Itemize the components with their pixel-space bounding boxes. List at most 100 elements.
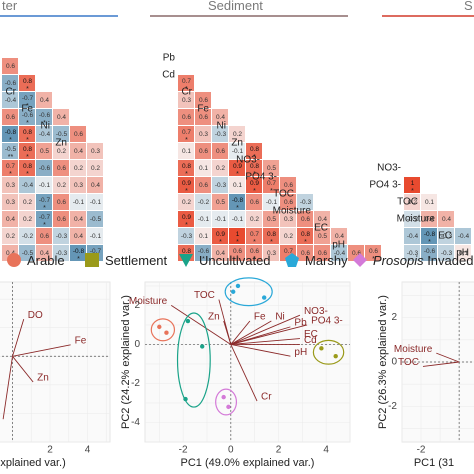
biplot-water: DOFeZnH24explained var.) (0, 281, 111, 469)
loading-label: Cr (261, 392, 272, 403)
heatmap-cell-star: * (9, 137, 12, 144)
heatmap-cell-value: 0.2 (57, 182, 66, 189)
y-axis-label: PC2 (26.3% explained var.) (377, 295, 389, 429)
heatmap-cell-value: 0.6 (284, 182, 293, 189)
heatmap-cell (70, 126, 86, 142)
heatmap-cell (297, 211, 313, 227)
heatmap-cell (421, 211, 437, 227)
heatmap-cell-value: 0.6 (250, 199, 259, 206)
x-tick-label: -2 (179, 445, 188, 456)
heatmap-cell (212, 160, 228, 176)
heatmap-cell-value: 0.8 (23, 146, 32, 153)
heatmap-cell-value: -0.7 (22, 95, 34, 102)
y-axis-label: PC2 (24.2% explained var.) (120, 295, 132, 429)
heatmap-cell-value: 0.4 (40, 97, 49, 104)
heatmap-cell (70, 143, 86, 159)
y-tick-label: 0 (134, 339, 140, 350)
heatmap-cell (178, 126, 194, 142)
heatmap-cell (36, 245, 52, 261)
loading-arrow (230, 338, 300, 345)
sediment-variable-label: PO4 3- (245, 172, 277, 183)
heatmap-cell (178, 75, 194, 91)
heatmap-cell-value: 0.8 (23, 129, 32, 136)
heatmap-cell-value: 0.5 (267, 216, 276, 223)
loading-label: EC (304, 329, 318, 340)
heatmap-cell-star: * (185, 222, 188, 229)
heatmap-cell (229, 228, 245, 244)
biplot-panel (144, 281, 351, 443)
heatmap-cell-value: -0.1 (90, 233, 102, 240)
heatmap-cell (246, 143, 262, 159)
heatmap-cell-value: -0.7 (39, 197, 51, 204)
sediment-variable-label: Zn (231, 138, 243, 149)
heatmap-cell-value: 0.9 (182, 180, 191, 187)
heatmap-cell (87, 194, 103, 210)
heatmap-cell (280, 228, 296, 244)
heatmap-cell-value: 0.4 (335, 233, 344, 240)
heatmap-cell (2, 228, 18, 244)
heatmap-cell (246, 228, 262, 244)
heatmap-cell (212, 245, 228, 261)
heatmap-cell-star: * (270, 239, 273, 246)
heatmap-cell-value: 0.2 (284, 233, 293, 240)
heatmap-cell-value: 0.2 (74, 165, 83, 172)
heatmap-cell-value: -0.2 (22, 233, 34, 240)
sample-point (183, 396, 188, 402)
sample-point (319, 346, 324, 351)
heatmap-cell (212, 126, 228, 142)
heatmap-cell (53, 109, 69, 125)
heatmap-cell (195, 194, 211, 210)
heatmap-cell (19, 245, 35, 261)
heatmap-cell (70, 160, 86, 176)
soil-variable-label: NO3- (377, 163, 401, 174)
heatmap-cell-star: * (26, 120, 29, 127)
biplot-panel (0, 281, 111, 443)
soil-variable-label: EC (438, 231, 452, 242)
loading-arrow (170, 305, 232, 345)
heatmap-cell-value: 0.8 (182, 248, 191, 255)
heatmap-cell-value: 0.5 (40, 148, 49, 155)
sediment-variable-label: Fe (197, 104, 209, 115)
heatmap-cell-value: -0.5 (56, 131, 68, 138)
heatmap-cell-value: 0.8 (301, 231, 310, 238)
heatmap-cell (195, 143, 211, 159)
heatmap-cell-value: 0.1 (459, 250, 468, 257)
loading-label: DO (28, 310, 43, 321)
heatmap-cell (421, 245, 437, 261)
heatmap-cell (212, 228, 228, 244)
legend-item-arable: Arable (6, 252, 65, 268)
heatmap-cell-value: 0.4 (74, 233, 83, 240)
heatmap-soil: 1*0.2 0.1-0.2 0.4 0.4-0.4 -0.8*-0.3 -0.4-0.3-… (404, 177, 471, 263)
sediment-variable-label: Pb (163, 53, 176, 64)
y-tick-label: 2 (391, 312, 397, 323)
x-axis-label: explained var.) (0, 457, 66, 469)
heatmap-cell-star: * (185, 188, 188, 195)
heatmap-cell-value: -0.1 (73, 199, 85, 206)
y-tick-label: -2 (388, 401, 397, 412)
heatmap-cell (70, 177, 86, 193)
heatmap-cell-value: -0.3 (56, 233, 68, 240)
heatmap-cell-value: -0.4 (334, 250, 346, 257)
heatmap-cell-star: * (236, 239, 239, 246)
heatmap-cell (36, 160, 52, 176)
heatmap-cell-value: 0.4 (6, 216, 15, 223)
sample-point (226, 404, 231, 410)
sample-point (221, 394, 226, 400)
heatmap-cell (19, 177, 35, 193)
x-tick-label: -2 (417, 445, 426, 456)
water-panel-title: ter (2, 0, 18, 13)
heatmap-cell (314, 211, 330, 227)
heatmap-cell-value: 0.3 (6, 182, 15, 189)
heatmap-cell (178, 160, 194, 176)
heatmap-cell-star: * (219, 239, 222, 246)
heatmap-cell (53, 143, 69, 159)
heatmap-cell-value: 0.4 (57, 114, 66, 121)
heatmap-cell (195, 109, 211, 125)
heatmap-cell (195, 126, 211, 142)
heatmap-cell-star: * (185, 137, 188, 144)
heatmap-cell-value: 0.4 (216, 114, 225, 121)
sample-point (185, 318, 191, 324)
loading-label: Moisture (129, 296, 168, 307)
